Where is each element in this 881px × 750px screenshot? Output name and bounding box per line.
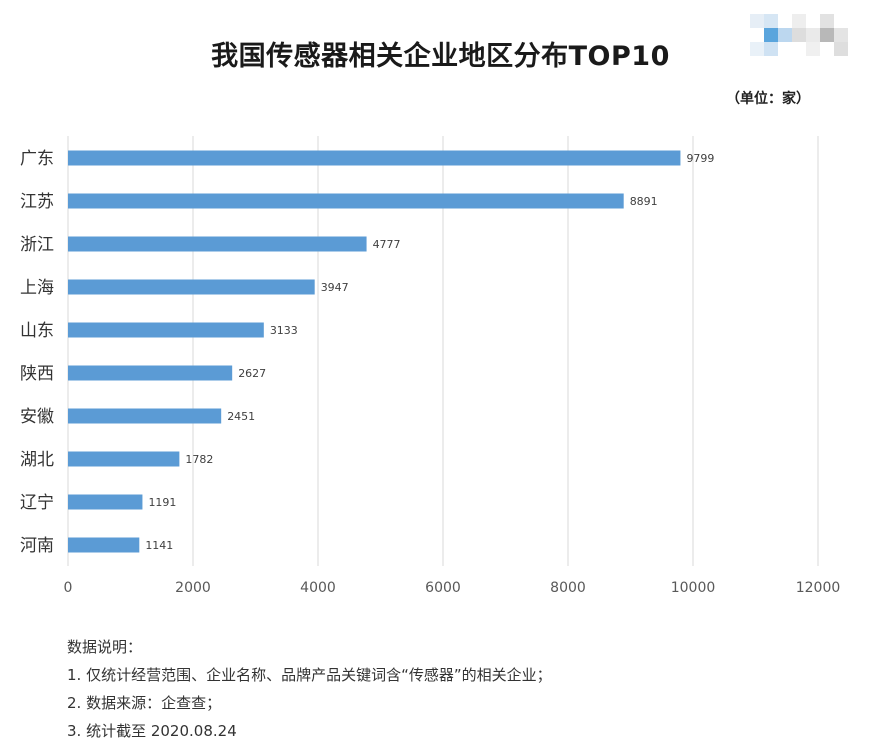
category-label: 辽宁 — [20, 493, 54, 513]
note-item: 3. 统计截至 2020.08.24 — [67, 722, 237, 740]
value-label: 8891 — [630, 195, 658, 208]
value-label: 1141 — [145, 539, 173, 552]
value-label: 1191 — [148, 496, 176, 509]
x-tick-label: 12000 — [796, 580, 841, 596]
bar — [68, 236, 367, 252]
value-label: 4777 — [373, 238, 401, 251]
value-label: 1782 — [185, 453, 213, 466]
bar — [68, 451, 180, 467]
bar — [68, 150, 681, 166]
bar-chart: 0 2000 4000 6000 8000 10000 12000 广东 9799 江苏 8891 浙… — [20, 136, 841, 596]
note-item: 2. 数据来源：企查查； — [67, 694, 222, 712]
category-label: 浙江 — [20, 235, 54, 255]
bar — [68, 494, 143, 510]
category-label: 上海 — [20, 278, 54, 298]
category-label: 山东 — [20, 321, 54, 341]
category-label: 河南 — [20, 536, 54, 556]
bar — [68, 408, 222, 424]
category-label: 广东 — [20, 149, 54, 169]
notes-heading: 数据说明： — [67, 638, 143, 656]
value-label: 3133 — [270, 324, 298, 337]
bar — [68, 193, 624, 209]
category-label: 湖北 — [20, 450, 54, 470]
value-label: 2451 — [227, 410, 255, 423]
x-tick-label: 8000 — [550, 580, 586, 596]
category-label: 安徽 — [20, 407, 54, 427]
category-label: 陕西 — [20, 364, 54, 384]
value-label: 3947 — [321, 281, 349, 294]
category-label: 江苏 — [20, 192, 54, 212]
value-label: 9799 — [686, 152, 714, 165]
bar — [68, 537, 140, 553]
x-tick-label: 6000 — [425, 580, 461, 596]
bar — [68, 322, 264, 338]
bar — [68, 279, 315, 295]
data-notes: 数据说明： 1. 仅统计经营范围、企业名称、品牌产品关键词含“传感器”的相关企业… — [67, 633, 552, 745]
value-label: 2627 — [238, 367, 266, 380]
x-tick-label: 10000 — [671, 580, 716, 596]
note-item: 1. 仅统计经营范围、企业名称、品牌产品关键词含“传感器”的相关企业； — [67, 666, 552, 684]
bar — [68, 365, 233, 381]
x-tick-label: 4000 — [300, 580, 336, 596]
x-tick-label: 2000 — [175, 580, 211, 596]
chart-title: 我国传感器相关企业地区分布TOP10 — [211, 41, 670, 72]
x-tick-label: 0 — [64, 580, 73, 596]
unit-label: （单位：家） — [726, 91, 810, 107]
watermark-logo — [750, 14, 848, 56]
